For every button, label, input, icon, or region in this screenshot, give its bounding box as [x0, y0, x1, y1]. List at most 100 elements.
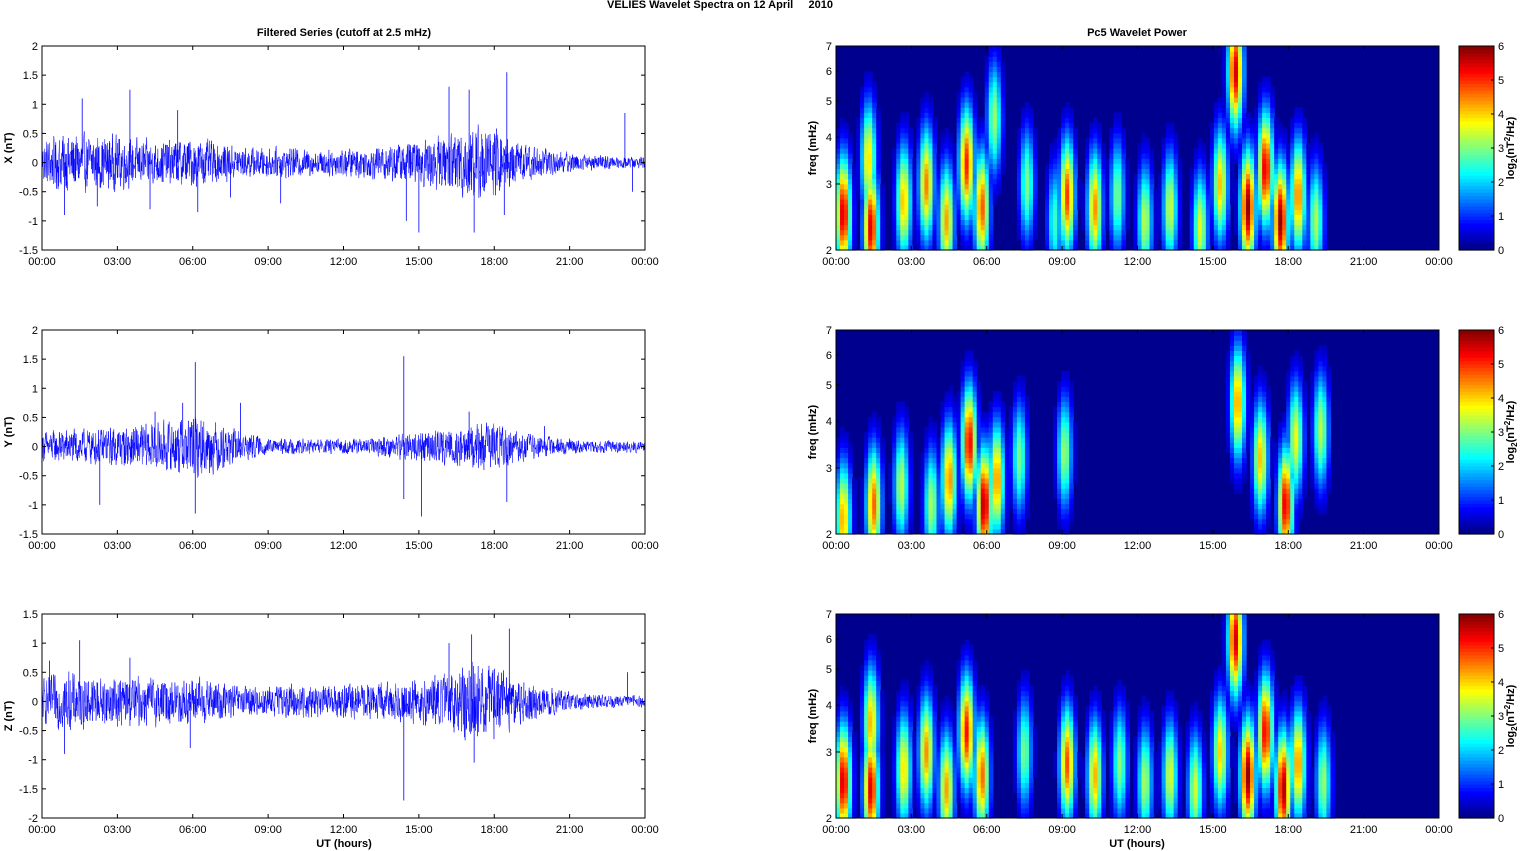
spectrum-x-power-cell	[872, 224, 877, 231]
spectrum-y-power-cell	[988, 432, 994, 438]
spectrum-y-power-cell	[1229, 432, 1235, 438]
spectrum-x-colorbar-segment	[1459, 100, 1494, 105]
spectrum-y-power-cell	[996, 452, 1002, 459]
spectrum-x-power-cell	[1229, 51, 1235, 57]
spectrum-x-power-cell	[964, 244, 970, 251]
spectrum-y-power-cell	[1266, 426, 1271, 433]
spectrum-x-power-cell	[1217, 209, 1223, 215]
spectrum-y-power-cell	[1302, 411, 1307, 418]
spectrum-x-power-cell	[1229, 148, 1235, 154]
spectrum-x-power-cell	[1073, 163, 1078, 169]
spectrum-x-power-cell	[1274, 158, 1279, 164]
spectrum-x-power-cell	[848, 142, 853, 149]
spectrum-x-power-cell	[996, 178, 1002, 185]
spectrum-x-power-cell	[968, 86, 974, 93]
spectrum-x-power-cell	[1322, 234, 1328, 241]
spectrum-x-power-cell	[940, 214, 946, 220]
spectrum-x-power-cell	[1221, 117, 1227, 124]
spectrum-x-power-cell	[1053, 153, 1058, 159]
spectrum-x-power-cell	[928, 214, 934, 220]
spectrum-y-power-cell	[944, 437, 950, 443]
spectrum-y-power-cell	[936, 452, 942, 459]
spectrum-x-power-cell	[1238, 91, 1243, 98]
spectrum-x-power-cell	[1209, 142, 1215, 149]
spectrum-y-power-cell	[988, 452, 994, 459]
spectrum-x-power-cell	[1173, 224, 1179, 231]
spectrum-x-power-cell	[1274, 204, 1279, 210]
spectrum-x-power-cell	[1125, 178, 1131, 185]
spectrum-x-power-cell	[1105, 214, 1110, 220]
spectrum-x-power-cell	[952, 153, 958, 159]
spectrum-y-power-cell	[1254, 488, 1259, 494]
spectrum-x-power-cell	[1105, 193, 1110, 200]
spectrum-x-power-cell	[1290, 178, 1295, 185]
spectrum-x-power-cell	[1093, 214, 1098, 220]
spectrum-x-power-cell	[1225, 244, 1231, 251]
spectrum-y-power-cell	[852, 503, 857, 510]
spectrum-x-power-cell	[1149, 239, 1155, 246]
spectrum-y-power-cell	[1238, 391, 1243, 397]
spectrum-x-power-cell	[1322, 224, 1328, 231]
spectrum-x-power-cell	[960, 122, 966, 129]
spectrum-y-power-cell	[1057, 406, 1062, 413]
spectrum-x-power-cell	[1000, 168, 1006, 175]
spectrum-x-power-cell	[1290, 199, 1295, 205]
spectrum-x-power-cell	[1028, 229, 1034, 236]
spectrum-x-power-cell	[1294, 148, 1299, 154]
spectrum-y-power-cell	[1254, 396, 1259, 402]
spectrum-x-power-cell	[876, 234, 881, 241]
spectrum-y-power-cell	[928, 508, 934, 515]
spectrum-y-power-cell	[1310, 386, 1315, 392]
spectrum-y-power-cell	[1065, 528, 1070, 535]
spectrum-x-power-cell	[980, 163, 986, 169]
spectrum-x-power-cell	[1097, 153, 1102, 159]
spectrum-x-power-cell	[1141, 142, 1147, 149]
spectrum-y-power-cell	[1254, 432, 1259, 438]
spectrum-x-power-cell	[836, 239, 841, 246]
spectrum-x-power-cell	[1117, 178, 1123, 185]
spectrum-y-power-cell	[1302, 396, 1307, 402]
spectrum-y-power-cell	[1278, 477, 1283, 484]
spectrum-x-power-cell	[868, 214, 873, 220]
spectrum-y-power-cell	[1020, 452, 1026, 459]
spectrum-x-power-cell	[1302, 163, 1307, 169]
spectrum-x-power-cell	[1137, 244, 1143, 251]
spectrum-y-power-cell	[932, 503, 938, 510]
spectrum-x-power-cell	[1097, 142, 1102, 149]
spectrum-x-power-cell	[1137, 178, 1143, 185]
spectrum-x-power-cell	[1262, 188, 1267, 195]
spectrum-y-power-cell	[968, 493, 974, 499]
spectrum-x-power-cell	[984, 148, 990, 154]
spectrum-x-power-cell	[1221, 158, 1227, 164]
spectrum-x-power-cell	[1238, 122, 1243, 129]
spectrum-x-power-cell	[1221, 244, 1227, 251]
spectrum-y-power-cell	[900, 518, 905, 525]
spectrum-y-power-cell	[968, 518, 974, 525]
spectrum-y-power-cell	[1294, 360, 1299, 367]
spectrum-x-power-cell	[984, 204, 990, 210]
spectrum-y-power-cell	[964, 447, 970, 453]
spectrum-x-power-cell	[1097, 178, 1102, 185]
spectrum-x-power-cell	[1274, 234, 1279, 241]
spectrum-y-power-cell	[992, 523, 998, 530]
spectrum-x-power-cell	[1057, 163, 1062, 169]
spectrum-x-power-cell	[1213, 127, 1219, 134]
spectrum-x-power-cell	[1246, 112, 1251, 118]
spectrum-y-power-cell	[924, 513, 930, 520]
spectrum-y-power-cell	[1065, 447, 1070, 453]
spectrum-x-power-cell	[1225, 66, 1231, 73]
spectrum-x-power-cell	[976, 122, 982, 129]
spectrum-x-power-cell	[1225, 168, 1231, 175]
spectrum-x-power-cell	[924, 224, 930, 231]
spectrum-x-power-cell	[1310, 229, 1315, 236]
spectrum-x-power-cell	[992, 76, 998, 83]
spectrum-y-power-cell	[956, 498, 962, 504]
spectrum-y-power-cell	[972, 406, 978, 413]
spectrum-x-power-cell	[920, 168, 926, 175]
spectrum-x-power-cell	[1302, 188, 1307, 195]
spectrum-x-power-cell	[1290, 153, 1295, 159]
spectrum-x-power-cell	[836, 158, 841, 164]
spectrum-y-power-cell	[992, 498, 998, 504]
spectrum-x-xtick-label: 18:00	[1274, 256, 1302, 268]
spectrum-y-power-cell	[992, 437, 998, 443]
